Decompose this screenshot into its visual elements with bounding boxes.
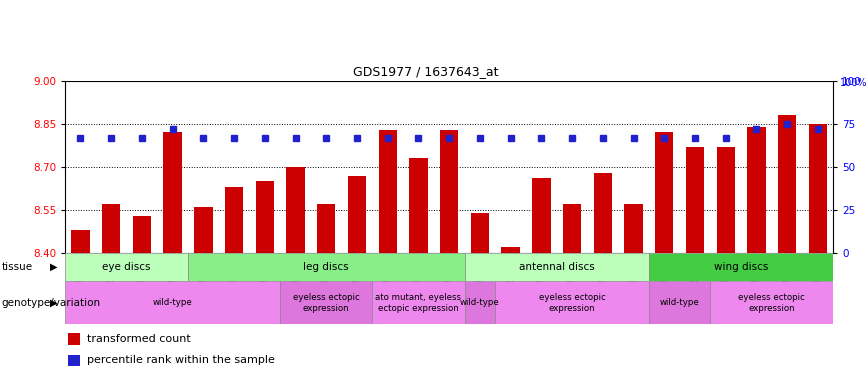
Bar xyxy=(464,281,496,324)
Text: 100%: 100% xyxy=(840,78,868,88)
Bar xyxy=(378,129,397,253)
Bar xyxy=(69,355,81,366)
Text: wild-type: wild-type xyxy=(460,298,500,307)
Bar xyxy=(778,115,797,253)
Bar xyxy=(163,132,182,253)
Bar xyxy=(255,181,274,253)
Text: eyeless ectopic
expression: eyeless ectopic expression xyxy=(293,293,359,312)
Bar xyxy=(194,207,213,253)
Text: wild-type: wild-type xyxy=(153,298,193,307)
Bar xyxy=(225,187,243,253)
Bar xyxy=(649,253,833,281)
Bar xyxy=(502,248,520,253)
Bar xyxy=(188,253,464,281)
Bar xyxy=(286,167,305,253)
Text: eyeless ectopic
expression: eyeless ectopic expression xyxy=(739,293,806,312)
Text: eyeless ectopic
expression: eyeless ectopic expression xyxy=(539,293,606,312)
Bar xyxy=(102,204,121,253)
Bar xyxy=(716,147,735,253)
Text: transformed count: transformed count xyxy=(87,334,190,344)
Bar xyxy=(409,158,428,253)
Title: GDS1977 / 1637643_at: GDS1977 / 1637643_at xyxy=(353,65,499,78)
Bar xyxy=(686,147,704,253)
Bar xyxy=(655,132,674,253)
Bar xyxy=(280,281,372,324)
Bar xyxy=(710,281,833,324)
Bar xyxy=(71,230,89,253)
Bar xyxy=(348,176,366,253)
Bar xyxy=(624,204,643,253)
Text: ▶: ▶ xyxy=(50,262,58,272)
Bar xyxy=(532,178,550,253)
Text: wild-type: wild-type xyxy=(660,298,700,307)
Bar xyxy=(470,213,490,253)
Bar xyxy=(809,124,827,253)
Bar xyxy=(65,281,280,324)
Bar xyxy=(65,253,188,281)
Bar xyxy=(562,204,582,253)
Text: wing discs: wing discs xyxy=(713,262,768,272)
Text: antennal discs: antennal discs xyxy=(519,262,595,272)
Text: percentile rank within the sample: percentile rank within the sample xyxy=(87,356,274,365)
Text: eye discs: eye discs xyxy=(102,262,151,272)
Bar xyxy=(372,281,464,324)
Text: ▶: ▶ xyxy=(50,298,58,308)
Text: ato mutant, eyeless
ectopic expression: ato mutant, eyeless ectopic expression xyxy=(376,293,462,312)
Bar xyxy=(133,216,151,253)
Text: leg discs: leg discs xyxy=(304,262,349,272)
Bar xyxy=(649,281,710,324)
Bar xyxy=(747,127,766,253)
Bar xyxy=(496,281,649,324)
Bar xyxy=(594,172,612,253)
Bar xyxy=(69,333,81,345)
Text: tissue: tissue xyxy=(2,262,33,272)
Bar xyxy=(440,129,458,253)
Text: genotype/variation: genotype/variation xyxy=(2,298,101,308)
Bar xyxy=(317,204,336,253)
Bar xyxy=(464,253,649,281)
